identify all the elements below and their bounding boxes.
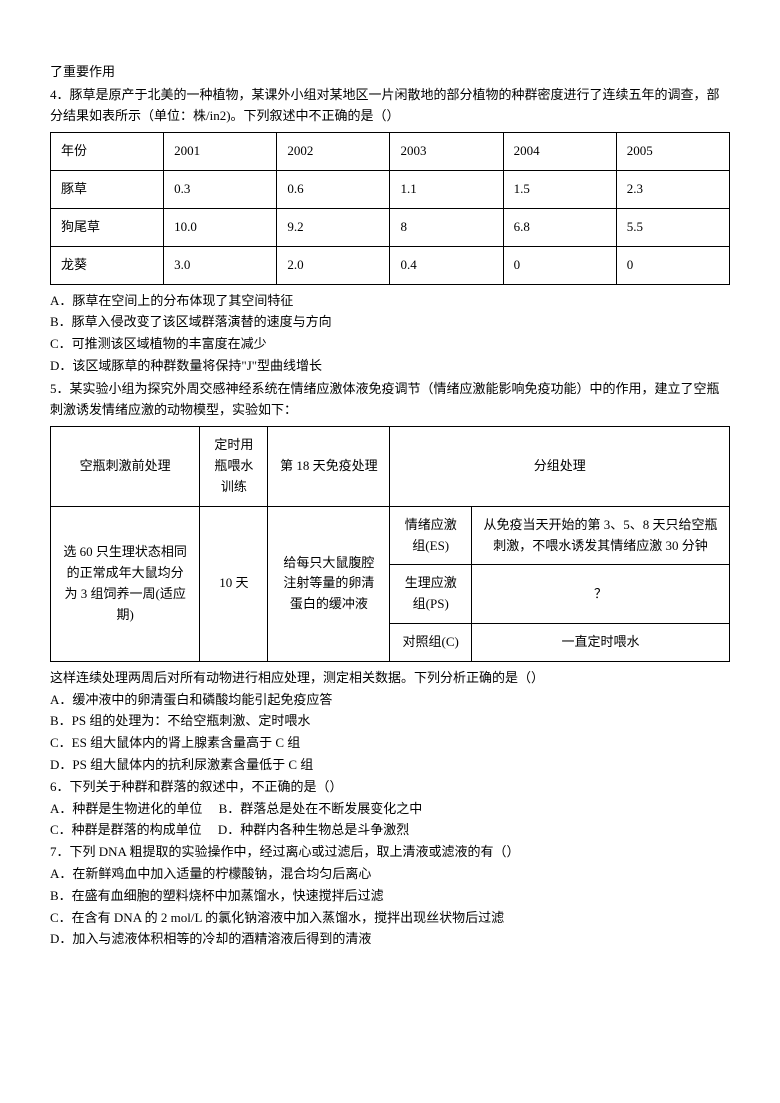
q5-option-b: B．PS 组的处理为：不给空瓶刺激、定时喂水 [50, 711, 730, 732]
cell: 0.6 [277, 171, 390, 209]
cell: 8 [390, 208, 503, 246]
q6-option-d: D．种群内各种生物总是斗争激烈 [218, 822, 409, 837]
cell: 2.0 [277, 246, 390, 284]
cell: 2004 [503, 133, 616, 171]
cell: 对照组(C) [390, 623, 471, 661]
cell: 10 天 [200, 506, 268, 661]
q5-option-c: C．ES 组大鼠体内的肾上腺素含量高于 C 组 [50, 733, 730, 754]
cell: 0 [503, 246, 616, 284]
cell: 1.1 [390, 171, 503, 209]
q5-after: 这样连续处理两周后对所有动物进行相应处理，测定相关数据。下列分析正确的是（） [50, 668, 730, 689]
table-row: 狗尾草 10.0 9.2 8 6.8 5.5 [51, 208, 730, 246]
cell: 定时用瓶喂水训练 [200, 427, 268, 506]
cell: 6.8 [503, 208, 616, 246]
table-row: 空瓶刺激前处理 定时用瓶喂水训练 第 18 天免疫处理 分组处理 [51, 427, 730, 506]
q6-option-b: B．群落总是处在不断发展变化之中 [219, 801, 423, 816]
q4-stem: 4．豚草是原产于北美的一种植物，某课外小组对某地区一片闲散地的部分植物的种群密度… [50, 85, 730, 127]
cell: 9.2 [277, 208, 390, 246]
q7-option-c: C．在含有 DNA 的 2 mol/L 的氯化钠溶液中加入蒸馏水，搅拌出现丝状物… [50, 908, 730, 929]
q4-table: 年份 2001 2002 2003 2004 2005 豚草 0.3 0.6 1… [50, 132, 730, 284]
q4-option-d: D．该区域豚草的种群数量将保持"J"型曲线增长 [50, 356, 730, 377]
cell: 5.5 [616, 208, 729, 246]
cell: 豚草 [51, 171, 164, 209]
q4-option-a: A．豚草在空间上的分布体现了其空间特征 [50, 291, 730, 312]
cell: 一直定时喂水 [471, 623, 729, 661]
q6-options-line1: A．种群是生物进化的单位 B．群落总是处在不断发展变化之中 [50, 799, 730, 820]
cell: 空瓶刺激前处理 [51, 427, 200, 506]
q5-option-a: A．缓冲液中的卵清蛋白和磷酸均能引起免疫应答 [50, 690, 730, 711]
cell: ？ [471, 565, 729, 624]
q7-stem: 7．下列 DNA 粗提取的实验操作中，经过离心或过滤后，取上清液或滤液的有（） [50, 842, 730, 863]
cell: 2001 [164, 133, 277, 171]
cell: 龙葵 [51, 246, 164, 284]
cell: 情绪应激组(ES) [390, 506, 471, 565]
q5-table: 空瓶刺激前处理 定时用瓶喂水训练 第 18 天免疫处理 分组处理 选 60 只生… [50, 426, 730, 661]
cell: 选 60 只生理状态相同的正常成年大鼠均分为 3 组饲养一周(适应期) [51, 506, 200, 661]
q5-stem: 5．某实验小组为探究外周交感神经系统在情绪应激体液免疫调节（情绪应激能影响免疫功… [50, 379, 730, 421]
cell: 10.0 [164, 208, 277, 246]
q7-option-b: B．在盛有血细胞的塑料烧杯中加蒸馏水，快速搅拌后过滤 [50, 886, 730, 907]
cell: 0.4 [390, 246, 503, 284]
continued-text: 了重要作用 [50, 62, 730, 83]
q6-option-c: C．种群是群落的构成单位 [50, 822, 202, 837]
cell: 2.3 [616, 171, 729, 209]
cell: 生理应激组(PS) [390, 565, 471, 624]
cell: 第 18 天免疫处理 [268, 427, 390, 506]
cell: 年份 [51, 133, 164, 171]
cell: 1.5 [503, 171, 616, 209]
q6-stem: 6．下列关于种群和群落的叙述中，不正确的是（） [50, 777, 730, 798]
table-row: 年份 2001 2002 2003 2004 2005 [51, 133, 730, 171]
cell: 0 [616, 246, 729, 284]
q6-options-line2: C．种群是群落的构成单位 D．种群内各种生物总是斗争激烈 [50, 820, 730, 841]
table-row: 选 60 只生理状态相同的正常成年大鼠均分为 3 组饲养一周(适应期) 10 天… [51, 506, 730, 565]
cell: 从免疫当天开始的第 3、5、8 天只给空瓶刺激，不喂水诱发其情绪应激 30 分钟 [471, 506, 729, 565]
cell: 2005 [616, 133, 729, 171]
table-row: 龙葵 3.0 2.0 0.4 0 0 [51, 246, 730, 284]
cell: 给每只大鼠腹腔注射等量的卵清蛋白的缓冲液 [268, 506, 390, 661]
q4-option-b: B．豚草入侵改变了该区域群落演替的速度与方向 [50, 312, 730, 333]
q7-option-d: D．加入与滤液体积相等的冷却的酒精溶液后得到的清液 [50, 929, 730, 950]
cell: 分组处理 [390, 427, 730, 506]
q7-option-a: A．在新鲜鸡血中加入适量的柠檬酸钠，混合均匀后离心 [50, 864, 730, 885]
cell: 0.3 [164, 171, 277, 209]
q4-option-c: C．可推测该区域植物的丰富度在减少 [50, 334, 730, 355]
cell: 3.0 [164, 246, 277, 284]
cell: 2003 [390, 133, 503, 171]
table-row: 豚草 0.3 0.6 1.1 1.5 2.3 [51, 171, 730, 209]
q6-option-a: A．种群是生物进化的单位 [50, 801, 202, 816]
q5-option-d: D．PS 组大鼠体内的抗利尿激素含量低于 C 组 [50, 755, 730, 776]
cell: 狗尾草 [51, 208, 164, 246]
cell: 2002 [277, 133, 390, 171]
